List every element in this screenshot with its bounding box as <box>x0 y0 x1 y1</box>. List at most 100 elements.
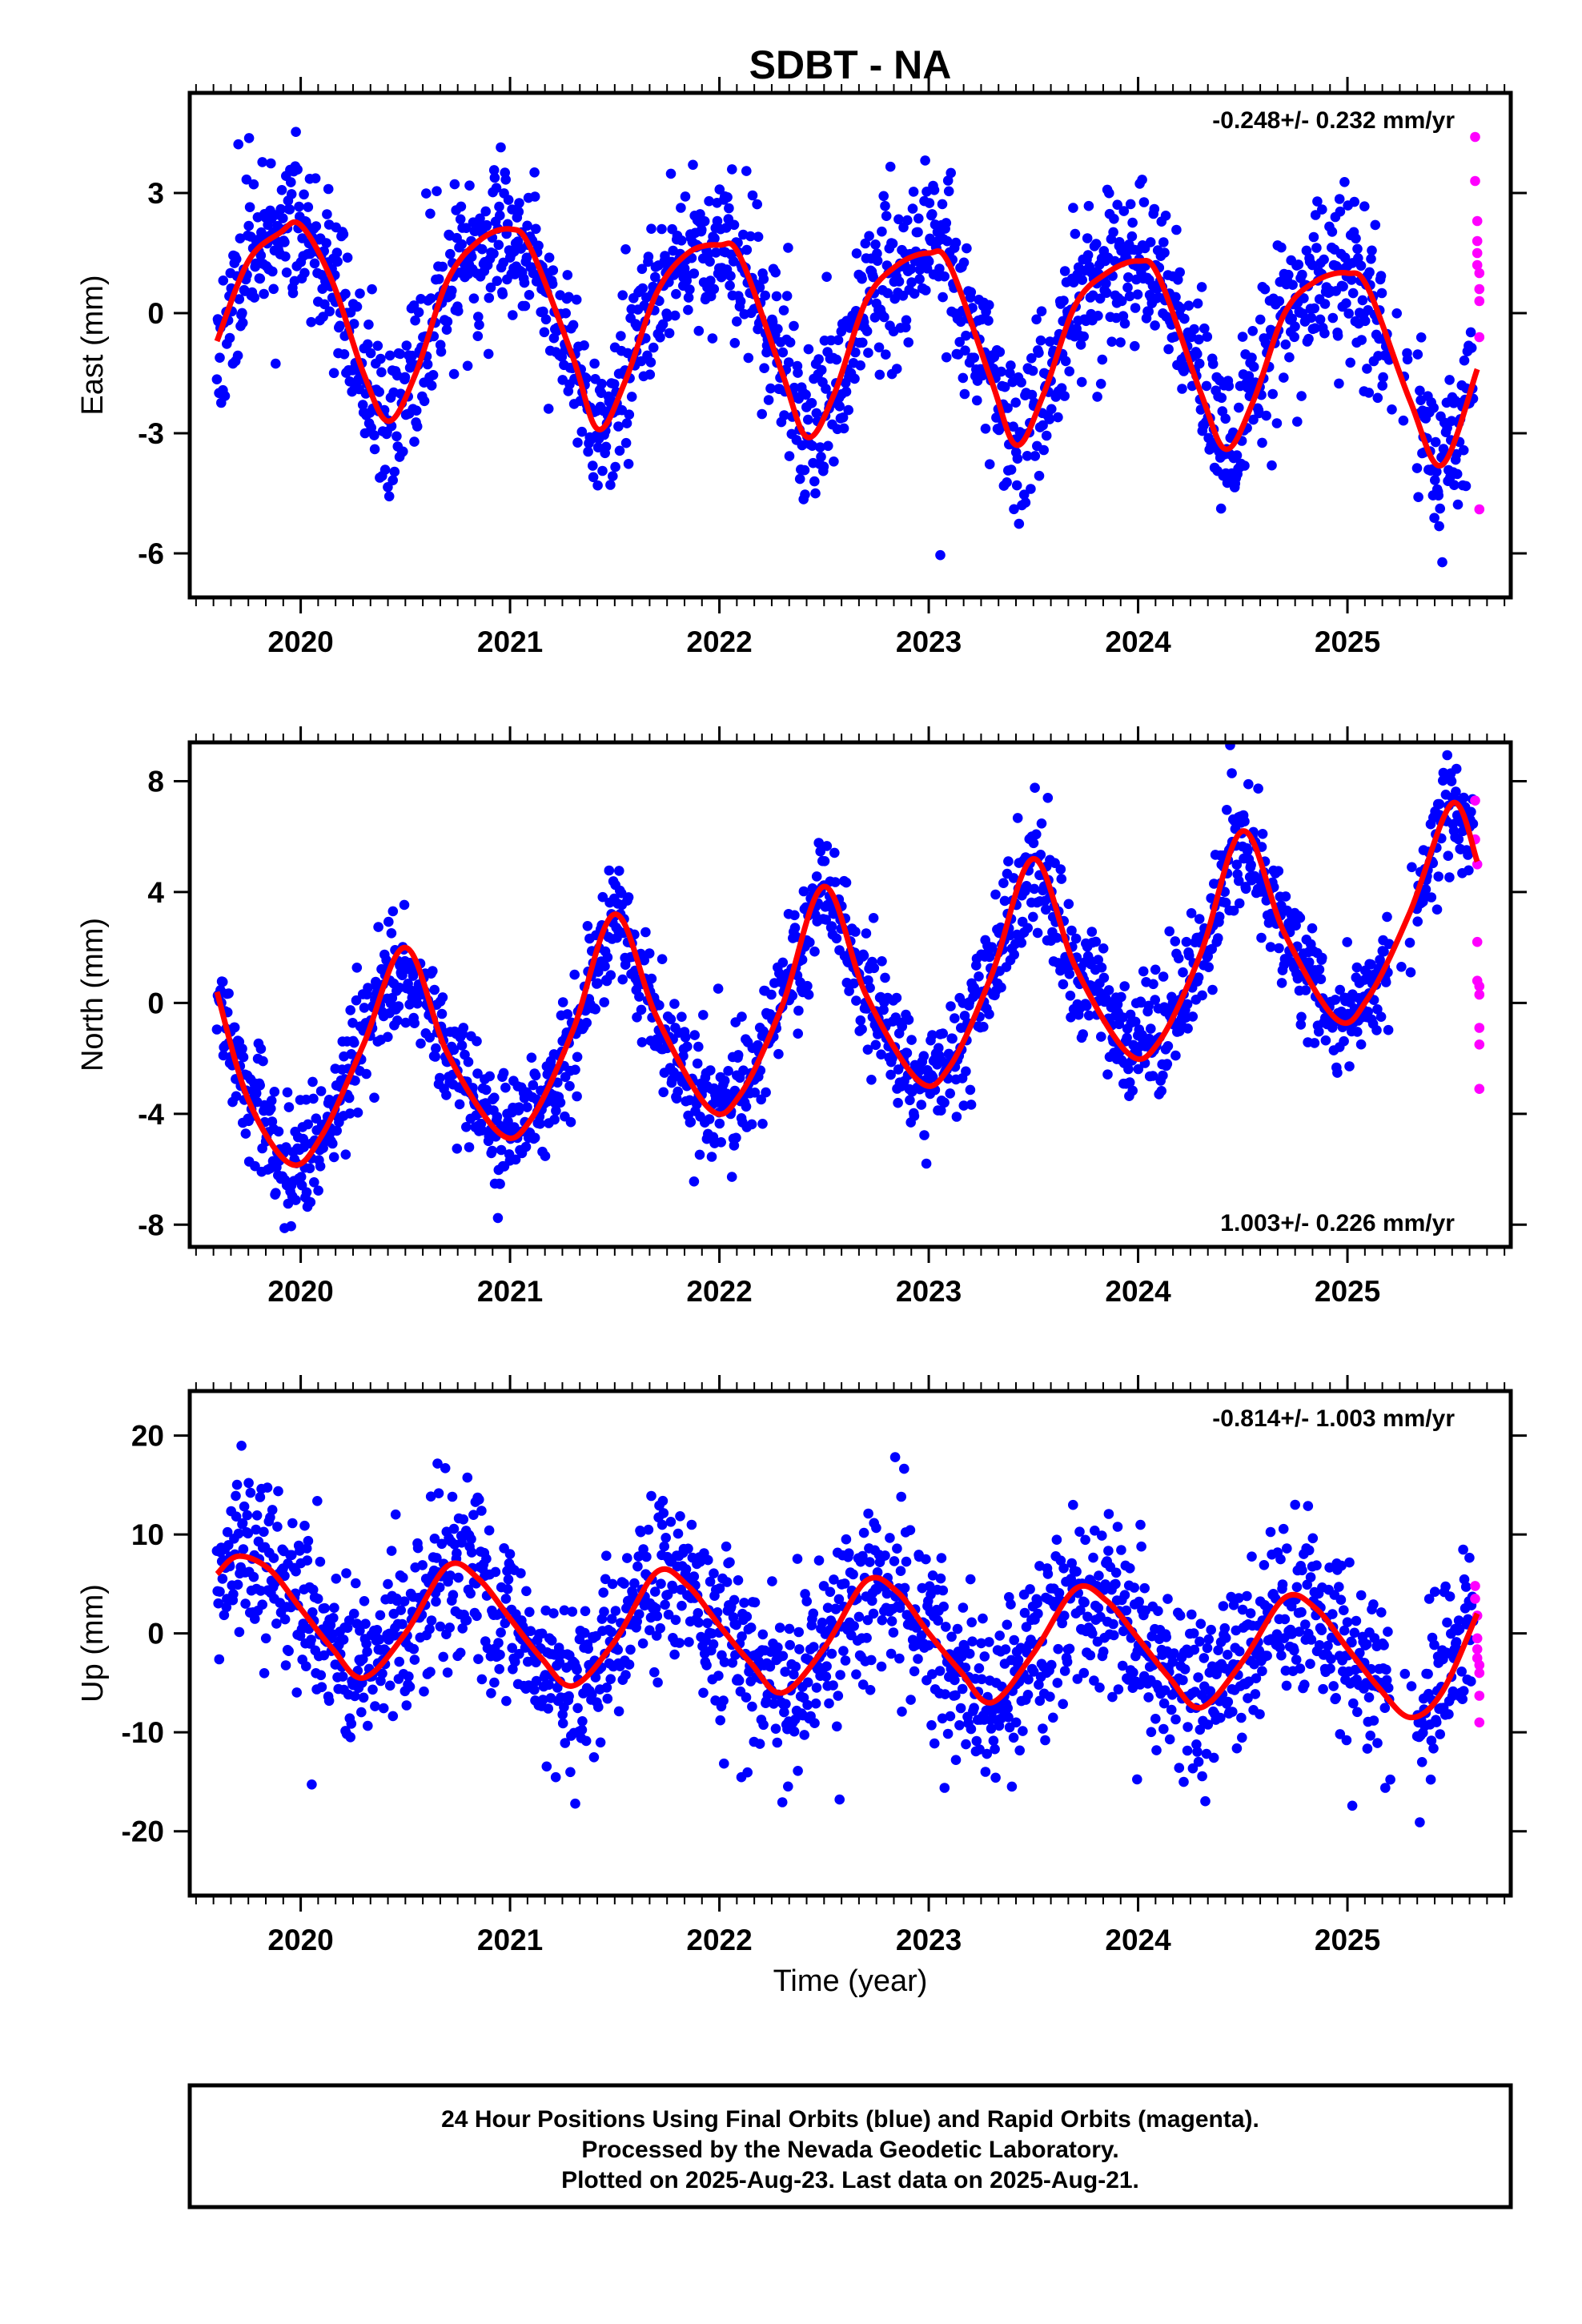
final-orbit-point <box>802 1677 813 1688</box>
final-orbit-point <box>721 223 732 233</box>
final-orbit-point <box>1032 927 1043 939</box>
final-orbit-point <box>994 1630 1005 1641</box>
final-orbit-point <box>520 300 531 312</box>
final-orbit-point <box>1170 1050 1181 1061</box>
final-orbit-point <box>924 198 935 208</box>
final-orbit-point <box>1199 323 1210 334</box>
final-orbit-point <box>313 1185 323 1196</box>
final-orbit-point <box>468 1510 479 1520</box>
final-orbit-point <box>1431 466 1442 477</box>
final-orbit-point <box>1034 470 1045 481</box>
final-orbit-point <box>909 1111 920 1121</box>
final-orbit-point <box>1315 974 1327 984</box>
final-orbit-point <box>862 1044 873 1055</box>
final-orbit-point <box>546 1635 557 1646</box>
final-orbit-point <box>1396 962 1407 972</box>
final-orbit-point <box>466 251 477 263</box>
final-orbit-point <box>1466 806 1476 818</box>
final-orbit-point <box>1464 865 1474 876</box>
final-orbit-point <box>929 1738 940 1749</box>
rapid-orbit-point <box>1472 259 1483 271</box>
x-tick-label: 2021 <box>477 1275 543 1308</box>
final-orbit-point <box>1133 1063 1144 1075</box>
final-orbit-point <box>231 254 242 264</box>
final-orbit-point <box>694 1149 705 1160</box>
final-orbit-point <box>474 320 484 331</box>
final-orbit-point <box>322 209 332 219</box>
final-orbit-point <box>1187 1011 1199 1022</box>
final-orbit-point <box>540 314 552 325</box>
final-orbit-point <box>810 1698 821 1709</box>
final-orbit-point <box>824 1698 834 1709</box>
final-orbit-point <box>473 1654 484 1664</box>
final-orbit-point <box>913 1654 923 1664</box>
final-orbit-point <box>243 1478 254 1489</box>
final-orbit-point <box>927 1072 938 1083</box>
final-orbit-point <box>541 1761 552 1772</box>
final-orbit-point <box>258 1055 268 1067</box>
final-orbit-point <box>593 1702 604 1712</box>
final-orbit-point <box>401 340 412 351</box>
final-orbit-point <box>969 352 979 364</box>
final-orbit-point <box>809 476 820 487</box>
final-orbit-point <box>763 395 774 405</box>
final-orbit-point <box>965 1574 976 1585</box>
final-orbit-point <box>895 1566 906 1576</box>
final-orbit-point <box>1126 231 1138 242</box>
final-orbit-point <box>301 1543 312 1554</box>
final-orbit-point <box>941 352 952 363</box>
rapid-orbit-points <box>1470 795 1485 1094</box>
final-orbit-point <box>821 271 832 283</box>
final-orbit-point <box>680 1032 691 1043</box>
final-orbit-point <box>865 983 875 993</box>
final-orbit-point <box>688 159 698 171</box>
final-orbit-point <box>935 1573 946 1584</box>
final-orbit-point <box>1130 340 1140 352</box>
final-orbit-point <box>887 238 898 249</box>
final-orbit-point <box>876 1661 887 1672</box>
final-orbit-point <box>500 1082 511 1093</box>
final-orbit-point <box>366 422 377 433</box>
final-orbit-point <box>988 1735 999 1746</box>
final-orbit-point <box>1011 480 1022 491</box>
final-orbit-point <box>833 1594 845 1605</box>
final-orbit-point <box>1070 228 1081 239</box>
final-orbit-point <box>780 1667 790 1677</box>
final-orbit-point <box>821 1661 832 1671</box>
final-orbit-point <box>1102 1069 1113 1080</box>
final-orbit-point <box>1041 904 1051 915</box>
final-orbit-point <box>1127 217 1138 228</box>
final-orbit-point <box>1171 224 1182 235</box>
final-orbit-point <box>487 1145 498 1156</box>
final-orbit-point <box>626 392 637 402</box>
final-orbit-point <box>1101 287 1112 299</box>
final-orbit-point <box>899 1582 910 1594</box>
final-orbit-point <box>374 387 385 397</box>
final-orbit-point <box>623 459 634 469</box>
final-orbit-point <box>379 464 391 475</box>
final-orbit-point <box>344 1108 355 1119</box>
final-orbit-point <box>355 1626 365 1636</box>
rapid-orbit-point <box>1474 1039 1485 1050</box>
final-orbit-point <box>407 350 418 361</box>
final-orbit-point <box>1065 991 1076 1001</box>
final-orbit-point <box>838 1646 849 1656</box>
final-orbit-point <box>1148 979 1158 990</box>
final-orbit-point <box>424 1623 435 1634</box>
final-orbit-point <box>442 316 453 327</box>
final-orbit-point <box>369 430 379 440</box>
final-orbit-point <box>889 1556 900 1566</box>
final-orbit-point <box>1063 899 1074 910</box>
final-orbit-point <box>223 1540 234 1550</box>
final-orbit-point <box>335 320 345 332</box>
final-orbit-point <box>350 1076 360 1086</box>
final-orbit-point <box>1276 978 1287 988</box>
final-orbit-point <box>242 1510 253 1521</box>
final-orbit-point <box>950 237 962 248</box>
final-orbit-point <box>725 1557 735 1568</box>
final-orbit-point <box>1319 328 1330 339</box>
final-orbit-point <box>1116 991 1126 1003</box>
final-orbit-point <box>636 1004 647 1015</box>
final-orbit-point <box>1391 308 1402 319</box>
final-orbit-point <box>1158 237 1169 247</box>
